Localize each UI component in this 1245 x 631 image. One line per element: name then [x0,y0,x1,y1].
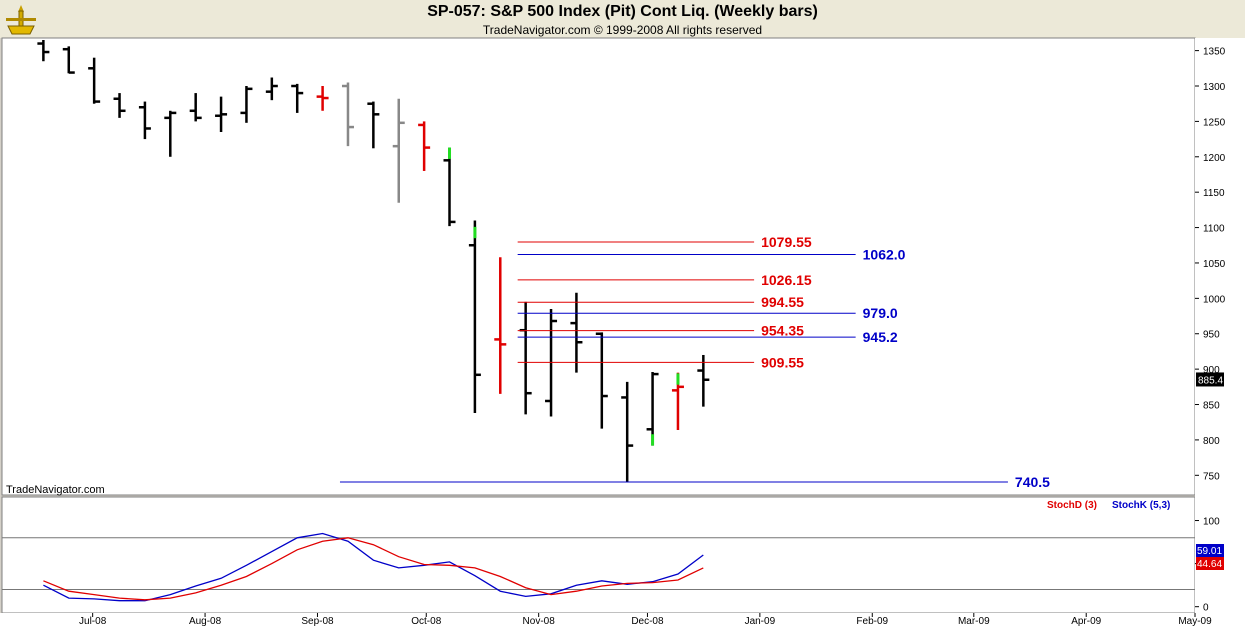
price-tick-label: 1250 [1203,117,1226,128]
stochd-value-label: 44.64 [1197,559,1222,570]
level-label: 945.2 [863,329,898,345]
chart-title: SP-057: S&P 500 Index (Pit) Cont Liq. (W… [427,3,818,20]
level-label: 994.55 [761,294,804,310]
price-tick-label: 800 [1203,436,1220,447]
price-tick-label: 1150 [1203,188,1225,199]
time-axis [0,613,1245,631]
stochastic-panel [1,496,1196,614]
time-tick-label: Aug-08 [189,616,222,627]
price-axis [1195,38,1245,613]
indicator-tick-label: 100 [1203,517,1220,528]
last-price-box [1196,372,1224,387]
price-tick-label: 850 [1203,401,1220,412]
level-label: 1079.55 [761,234,812,250]
level-label: 979.0 [863,305,898,321]
price-tick-label: 1300 [1203,82,1226,93]
watermark-text: TradeNavigator.com [6,484,105,496]
price-tick-label: 1200 [1203,153,1226,164]
time-tick-label: Nov-08 [523,616,556,627]
level-label: 909.55 [761,354,804,370]
last-price-label: 885.4 [1198,375,1223,386]
chart-subtitle: TradeNavigator.com © 1999-2008 All right… [482,23,763,37]
time-tick-label: Jan-09 [745,616,776,627]
stochk-value-box [1196,544,1224,557]
level-label: 1062.0 [863,246,906,262]
legend-stochd: StochD (3) [1047,500,1097,511]
time-tick-label: Feb-09 [856,616,888,627]
price-tick-label: 1050 [1203,259,1226,270]
price-tick-label: 900 [1203,365,1220,376]
time-tick-label: Oct-08 [411,616,441,627]
time-tick-label: Sep-08 [301,616,334,627]
price-tick-label: 950 [1203,330,1220,341]
price-panel [1,37,1196,496]
level-label: 740.5 [1015,474,1050,490]
chart-header: SP-057: S&P 500 Index (Pit) Cont Liq. (W… [0,0,1245,38]
indicator-tick-label: 0 [1203,603,1209,614]
price-tick-label: 1350 [1203,47,1226,58]
time-tick-label: Jul-08 [79,616,107,627]
time-tick-label: Dec-08 [631,616,664,627]
stochk-value-label: 59.01 [1197,546,1222,557]
tradenavigator-logo-icon [6,5,36,35]
price-tick-label: 1100 [1203,224,1225,235]
price-tick-label: 750 [1203,471,1220,482]
time-tick-label: Mar-09 [958,616,990,627]
price-tick-label: 1000 [1203,294,1226,305]
level-label: 954.35 [761,323,804,339]
time-tick-label: May-09 [1178,616,1212,627]
stochastic-line [43,537,704,601]
time-tick-label: Apr-09 [1071,616,1101,627]
level-label: 1026.15 [761,272,812,288]
legend-stochk: StochK (5,3) [1112,500,1170,511]
stochd-value-box [1196,557,1224,570]
